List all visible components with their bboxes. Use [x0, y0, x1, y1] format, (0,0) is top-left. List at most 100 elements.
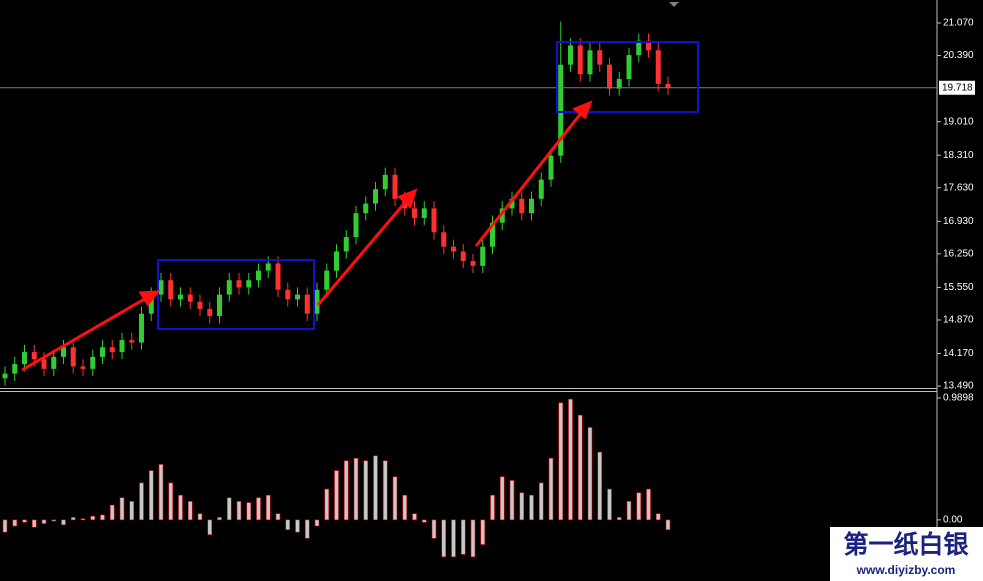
candle-body [90, 356, 96, 369]
candle-body [100, 347, 105, 357]
arrow-head [397, 188, 418, 209]
shift-marker [669, 2, 679, 7]
candle-body [246, 280, 252, 288]
y-tick-label: 16.250 [943, 249, 974, 260]
histogram-bar [636, 492, 642, 521]
candle-body [646, 40, 651, 51]
candle-body [509, 198, 515, 209]
candle-body [382, 174, 388, 190]
candle-body [568, 45, 573, 65]
histogram-bar [587, 427, 593, 521]
histogram-bar [451, 519, 456, 558]
histogram-bar [187, 501, 193, 521]
annotations [21, 41, 699, 372]
histogram-bar [363, 460, 369, 521]
candle-body [470, 261, 476, 266]
histogram-bar [373, 455, 378, 521]
range-box [157, 259, 315, 330]
histogram-bar [265, 494, 271, 521]
histogram-bar [548, 457, 554, 521]
candle-body [343, 237, 349, 252]
current-price-label: 19.718 [942, 82, 973, 93]
candle-body [275, 263, 281, 290]
candle-body [490, 222, 495, 247]
y-tick-label: 17.630 [943, 182, 974, 193]
histogram-bar [236, 501, 242, 521]
histogram-bar [568, 398, 573, 521]
watermark-box [830, 527, 983, 581]
candle-body [538, 179, 544, 199]
trend-arrows [21, 100, 593, 372]
candle-body [304, 294, 310, 314]
y-tick-label: 14.170 [943, 348, 974, 359]
y-tick-label: 20.390 [943, 50, 974, 61]
y-tick-label: 0.9898 [943, 393, 974, 404]
range-box [556, 41, 699, 113]
arrow [21, 295, 149, 372]
histogram-bar [90, 515, 96, 521]
candle-body [499, 208, 505, 223]
histogram-bar [421, 519, 427, 523]
histogram-bar [119, 497, 125, 521]
candle-body [519, 198, 525, 214]
candle-body [421, 208, 427, 218]
arrow-head [572, 100, 593, 120]
histogram-bar [246, 502, 252, 521]
histogram-bar [499, 476, 505, 521]
histogram-bar [519, 492, 525, 521]
candle-body [373, 189, 378, 204]
histogram-bar [226, 497, 232, 521]
current-price-box [939, 80, 975, 95]
candle-body [363, 203, 369, 214]
candle-body [148, 294, 154, 314]
candle-body [207, 308, 213, 317]
candle-body [236, 280, 242, 288]
candle-body [529, 198, 534, 214]
candle-body [451, 246, 456, 252]
price-panel: 21.070 20.390 19.010 18.310 17.630 16.930 16.2… [0, 18, 975, 392]
histogram-bar [207, 519, 213, 535]
candle-body [558, 64, 564, 156]
histogram-bar [295, 519, 300, 533]
histogram-bar [480, 519, 486, 545]
histogram-bar [382, 460, 388, 521]
candle-body [353, 213, 359, 238]
histogram-bar [626, 501, 632, 521]
histogram-bar [343, 460, 349, 521]
candle-body [187, 294, 193, 302]
candle-body [577, 45, 583, 75]
candle-body [607, 64, 612, 89]
histogram-bar [577, 414, 583, 521]
candle-body [119, 340, 125, 353]
candle-body [217, 294, 222, 317]
candle-body [334, 251, 339, 271]
histogram-bar [148, 470, 154, 521]
histogram-bar [41, 519, 47, 524]
candle-body [61, 347, 66, 357]
histogram-bar [129, 501, 135, 521]
y-tick-label: 15.550 [943, 282, 974, 293]
histogram-bar [334, 470, 339, 521]
candle-body [22, 352, 27, 365]
arrow [316, 198, 410, 306]
candle-body [412, 208, 417, 218]
histogram-bar [509, 480, 515, 521]
candle-body [548, 155, 554, 180]
candle-body [80, 366, 86, 369]
candle-body [109, 347, 115, 353]
y-tick-label: 21.070 [943, 18, 974, 29]
candle-body [70, 347, 76, 367]
histogram-bar [22, 519, 27, 523]
y-tick-label: 0.00 [943, 514, 963, 525]
histogram-bar [324, 488, 330, 521]
histogram-bar [285, 519, 291, 531]
candle-body [2, 373, 8, 379]
histogram-bar [616, 517, 622, 521]
candle-body [168, 280, 174, 300]
histogram-bar [353, 457, 359, 521]
histogram-bar [2, 519, 8, 533]
histogram-bar [275, 513, 281, 521]
histogram-bar [441, 519, 447, 558]
